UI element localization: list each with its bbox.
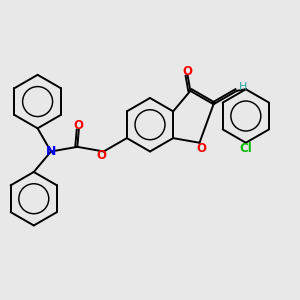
- Text: O: O: [196, 142, 206, 154]
- Text: O: O: [96, 148, 106, 162]
- Text: Cl: Cl: [239, 142, 252, 154]
- Text: H: H: [239, 82, 248, 92]
- Text: O: O: [74, 118, 84, 132]
- Text: N: N: [46, 145, 56, 158]
- Text: O: O: [183, 65, 193, 78]
